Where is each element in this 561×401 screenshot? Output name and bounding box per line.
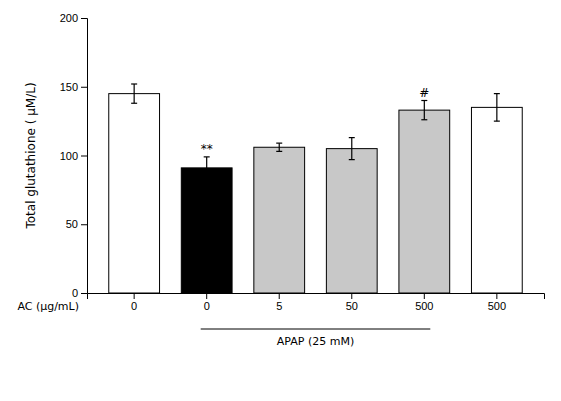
chart: 0 50 100 150 200 0 0 5 50 500 500 ** # APAP (25 mM) AC… — [0, 0, 561, 401]
error-bar — [494, 94, 500, 122]
axis-line — [81, 19, 88, 294]
x-tick: 5 — [276, 293, 282, 312]
bar — [181, 168, 232, 293]
error-bar-cap — [494, 121, 500, 122]
y-tick: 200 — [60, 12, 87, 24]
y-tick-label: 150 — [60, 81, 78, 93]
marks — [109, 84, 522, 293]
x-tick: 50 — [346, 293, 358, 312]
x-tick-mark — [351, 293, 352, 299]
y-tick: 100 — [60, 150, 87, 162]
y-tick-label: 0 — [72, 287, 78, 299]
error-bar-cap — [276, 151, 282, 152]
error-bar-stem — [134, 84, 135, 103]
bar — [109, 94, 160, 293]
error-bar-cap — [421, 119, 427, 120]
y-tick: 0 — [72, 287, 87, 299]
error-bar-cap — [204, 156, 210, 157]
error-bar — [349, 138, 355, 160]
x-tick: 0 — [131, 293, 137, 312]
x-tick-mark — [279, 293, 280, 299]
significance-mark: ** — [201, 142, 213, 156]
error-bar-stem — [351, 138, 352, 160]
error-bar — [421, 101, 427, 120]
error-bar-stem — [206, 157, 207, 179]
y-tick-mark — [81, 156, 87, 157]
error-bar-cap — [349, 137, 355, 138]
error-bar-stem — [496, 94, 497, 122]
bar — [399, 110, 450, 293]
error-bar-cap — [131, 83, 137, 84]
error-bar — [276, 143, 282, 151]
y-tick-mark — [81, 293, 87, 294]
x-tick-mark — [206, 293, 207, 299]
y-tick-label: 50 — [66, 218, 78, 230]
y-tick: 50 — [66, 218, 87, 230]
group-bracket — [201, 329, 431, 330]
x-axis: 0 0 5 50 500 500 — [88, 293, 545, 312]
y-tick-label: 200 — [60, 12, 78, 24]
x-tick: 0 — [204, 293, 210, 312]
y-tick-mark — [81, 224, 87, 225]
x-tick-label: 5 — [276, 300, 282, 312]
error-bar — [204, 157, 210, 179]
error-bar-cap — [494, 93, 500, 94]
error-bar-stem — [424, 101, 425, 120]
y-axis-label: Total glutathione ( μM/L) — [24, 82, 38, 229]
error-bar-stem — [279, 143, 280, 151]
y-tick-mark — [81, 18, 87, 19]
x-axis-label: AC (μg/mL) — [17, 300, 79, 313]
x-tick-label: 500 — [415, 300, 433, 312]
x-tick: 500 — [488, 293, 506, 312]
x-tick-mark — [496, 293, 497, 299]
error-bar-cap — [131, 103, 137, 104]
group-label: APAP (25 mM) — [277, 335, 354, 348]
x-tick-label: 0 — [204, 300, 210, 312]
x-tick-label: 50 — [346, 300, 358, 312]
bar — [254, 147, 305, 293]
error-bar-cap — [421, 100, 427, 101]
error-bar-cap — [204, 178, 210, 179]
error-bar-cap — [349, 159, 355, 160]
plot: 0 50 100 150 200 0 0 5 50 500 500 ** # APAP (25 mM) AC… — [17, 12, 544, 348]
x-tick-label: 0 — [131, 300, 137, 312]
bar — [326, 149, 377, 293]
x-tick-mark — [134, 293, 135, 299]
bar — [471, 107, 522, 293]
error-bar — [131, 84, 137, 103]
y-axis: 0 50 100 150 200 — [60, 12, 88, 299]
error-bar-cap — [276, 143, 282, 144]
x-tick: 500 — [415, 293, 433, 312]
x-tick-mark — [424, 293, 425, 299]
axis-line — [88, 294, 545, 300]
significance-mark: # — [419, 86, 429, 100]
y-tick: 150 — [60, 81, 87, 93]
y-tick-mark — [81, 87, 87, 88]
y-tick-label: 100 — [60, 150, 78, 162]
annotations: ** # APAP (25 mM) — [201, 86, 431, 348]
x-tick-label: 500 — [488, 300, 506, 312]
